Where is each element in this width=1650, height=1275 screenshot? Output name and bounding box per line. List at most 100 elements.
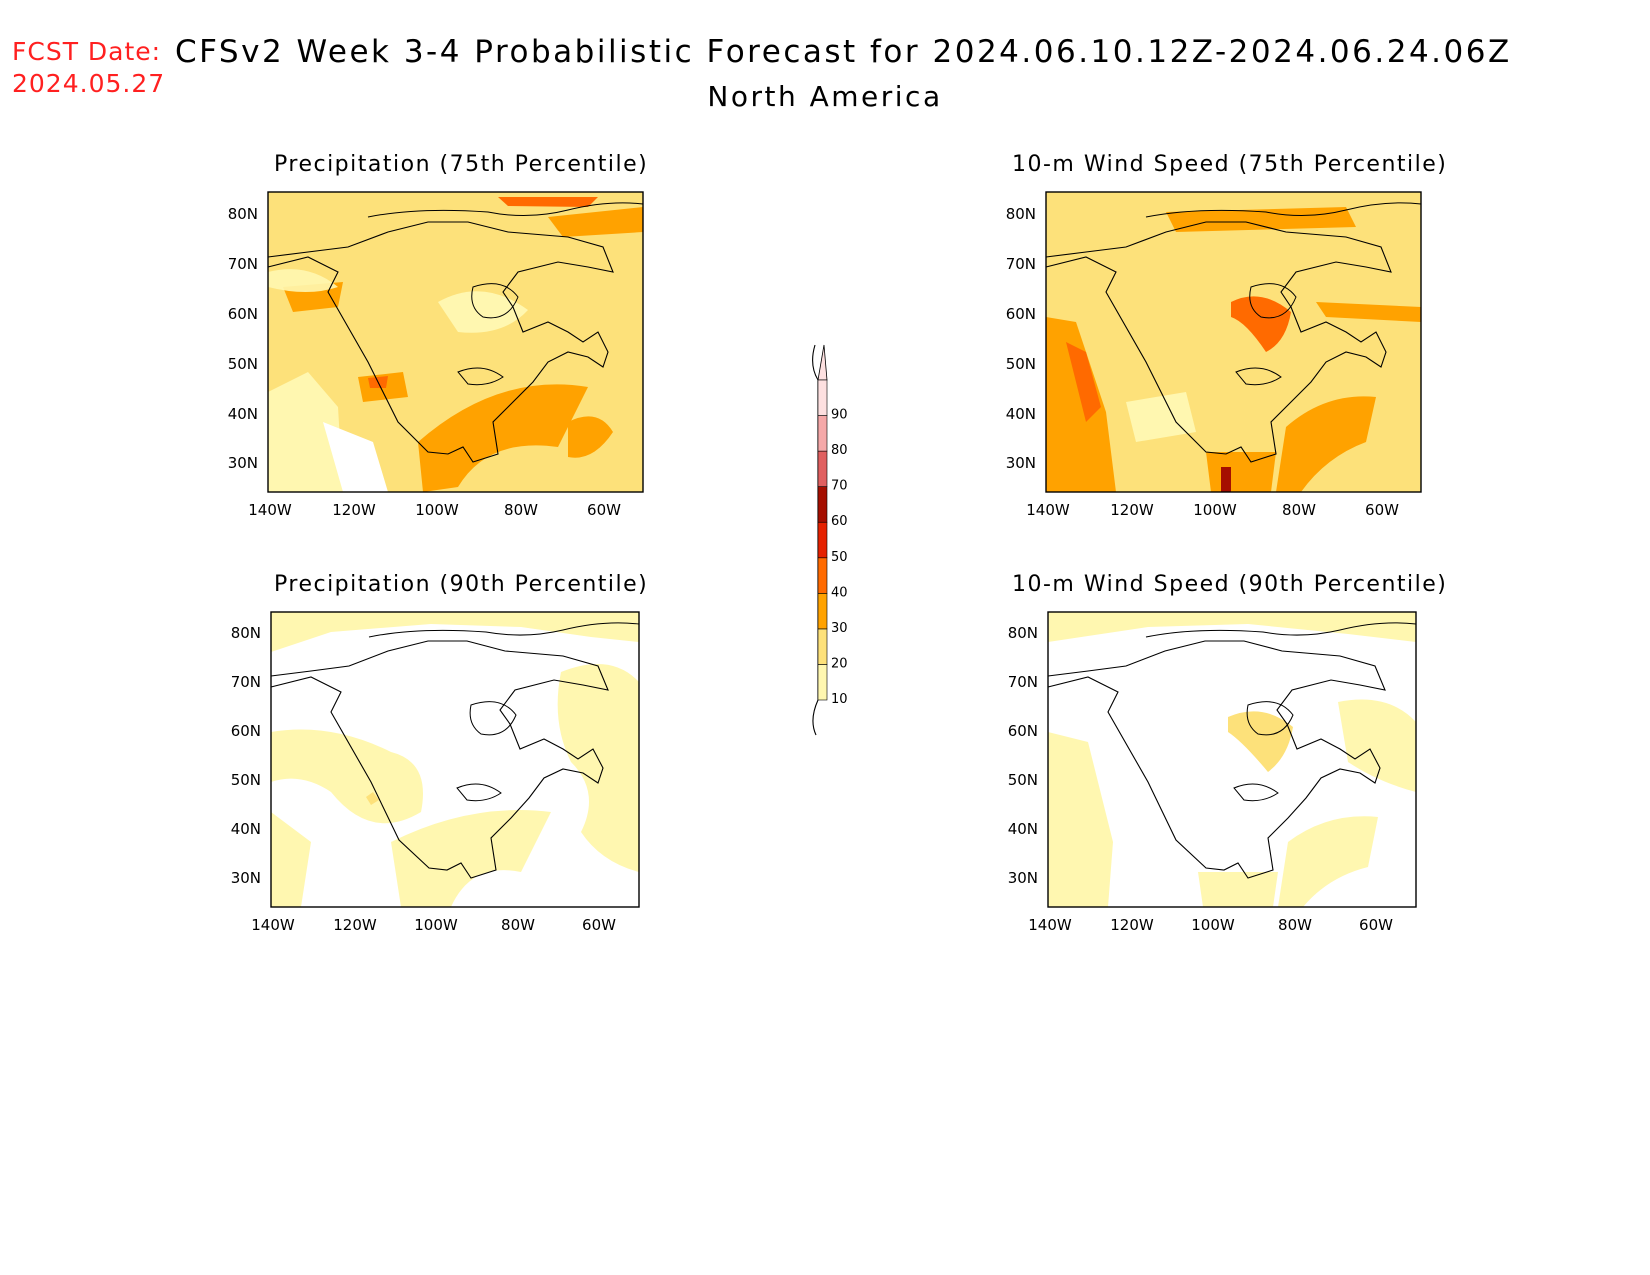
arctic-island-outline [1145, 622, 1417, 638]
colorbar-swatch [817, 593, 828, 630]
great-lakes-outline [456, 783, 502, 802]
contour-fill-low [268, 372, 343, 492]
panel-title-wind-75: 10-m Wind Speed (75th Percentile) [1012, 152, 1448, 177]
contour-fill-low [1048, 612, 1416, 642]
x-tick-label: 120W [1110, 501, 1154, 519]
y-tick-label: 40N [231, 820, 261, 838]
colorbar-labels: 10 20 30 40 50 60 70 80 90 [831, 408, 848, 707]
contour-fill-low [391, 810, 551, 907]
contour-fill-base [366, 792, 379, 805]
y-tick-label: 70N [1006, 255, 1036, 273]
y-tick-label: 60N [231, 722, 261, 740]
y-tick-label: 30N [1006, 454, 1036, 472]
forecast-date-label: FCST Date: [12, 37, 162, 66]
map-panel-wind-90: 80N 70N 60N 50N 40N 30N 140W 120W 100W 8… [1008, 611, 1417, 934]
x-tick-label: 140W [251, 916, 295, 934]
x-tick-label: 100W [1191, 916, 1235, 934]
y-tick-label: 70N [231, 673, 261, 691]
great-lakes-outline [457, 367, 504, 386]
colorbar-level-label: 50 [831, 550, 848, 565]
arctic-island-outline [367, 202, 644, 218]
map-panel-precip-75: 80N 70N 60N 50N 40N 30N 140W 120W 100W 8… [228, 191, 644, 519]
x-tick-label: 100W [414, 916, 458, 934]
hudson-bay-outline [1246, 701, 1294, 736]
contour-fill-mid [1316, 302, 1421, 322]
y-tick-label: 50N [1006, 355, 1036, 373]
arctic-island-outline [1145, 202, 1422, 218]
map-frame [267, 191, 644, 493]
contour-fill-low [271, 729, 423, 824]
contour-fill-none [323, 422, 388, 492]
colorbar-level-label: 90 [831, 408, 848, 423]
y-tick-label: 80N [228, 205, 258, 223]
contour-fill-low [438, 291, 528, 333]
y-tick-label: 60N [1006, 305, 1036, 323]
colorbar-swatch [817, 415, 828, 452]
x-tick-label: 80W [1278, 916, 1312, 934]
panel-title-precip-75: Precipitation (75th Percentile) [274, 152, 649, 177]
x-axis-labels: 140W 120W 100W 80W 60W [248, 501, 621, 519]
y-tick-label: 50N [231, 771, 261, 789]
x-axis-labels: 140W 120W 100W 80W 60W [1028, 916, 1393, 934]
y-tick-label: 70N [1008, 673, 1038, 691]
contour-fill-low [268, 269, 338, 292]
y-tick-label: 80N [1008, 624, 1038, 642]
contour-fill-low [1338, 699, 1416, 792]
contour-fill-base [1228, 711, 1293, 772]
panel-title-wind-90: 10-m Wind Speed (90th Percentile) [1012, 572, 1448, 597]
contour-fill-low [1048, 732, 1113, 907]
colorbar-swatch [817, 664, 828, 701]
x-tick-label: 120W [333, 916, 377, 934]
y-tick-label: 60N [1008, 722, 1038, 740]
colorbar-swatch [817, 557, 828, 594]
colorbar-level-label: 10 [831, 692, 848, 707]
contour-fill-mid [568, 416, 613, 458]
coastline [1047, 640, 1386, 879]
colorbar-swatch [817, 521, 828, 559]
contour-fill-mid [418, 384, 588, 492]
colorbar-arrow-top [817, 344, 828, 381]
contour-fill-low [1278, 816, 1378, 907]
y-tick-label: 50N [228, 355, 258, 373]
colorbar-level-label: 40 [831, 585, 848, 600]
x-axis-labels: 140W 120W 100W 80W 60W [1026, 501, 1399, 519]
y-axis-labels: 80N 70N 60N 50N 40N 30N [231, 624, 261, 887]
y-tick-label: 40N [1008, 820, 1038, 838]
colorbar-swatch [817, 379, 828, 416]
colorbar-level-label: 60 [831, 514, 848, 529]
map-panel-wind-75: 80N 70N 60N 50N 40N 30N 140W 120W 100W 8… [1006, 191, 1422, 519]
x-tick-label: 60W [587, 501, 621, 519]
contour-fill-mid [1276, 396, 1376, 492]
y-tick-label: 40N [1006, 405, 1036, 423]
x-tick-label: 100W [415, 501, 459, 519]
x-tick-label: 60W [1365, 501, 1399, 519]
contour-fill-max [1221, 467, 1231, 492]
x-tick-label: 140W [1026, 501, 1070, 519]
y-tick-label: 30N [231, 869, 261, 887]
x-tick-label: 80W [501, 916, 535, 934]
x-tick-label: 60W [582, 916, 616, 934]
map-frame [1045, 191, 1422, 493]
contour-fill-mid [1166, 207, 1356, 232]
hudson-bay-outline [469, 701, 517, 736]
contour-fill-high [1066, 342, 1101, 422]
colorbar-level-label: 20 [831, 656, 848, 671]
contour-fill-mid [1046, 317, 1116, 492]
y-tick-label: 80N [231, 624, 261, 642]
colorbar-level-label: 30 [831, 621, 848, 636]
y-axis-labels: 80N 70N 60N 50N 40N 30N [228, 205, 258, 472]
x-tick-label: 140W [248, 501, 292, 519]
y-tick-label: 80N [1006, 205, 1036, 223]
x-tick-label: 100W [1193, 501, 1237, 519]
y-tick-label: 40N [228, 405, 258, 423]
figure-title: CFSv2 Week 3-4 Probabilistic Forecast fo… [175, 34, 1512, 70]
forecast-date-block: FCST Date: 2024.05.27 [12, 36, 165, 100]
colorbar-swatch [817, 450, 828, 487]
great-lakes-outline [1233, 783, 1279, 802]
x-axis-labels: 140W 120W 100W 80W 60W [251, 916, 616, 934]
contour-fill-high [498, 197, 598, 207]
forecast-date-value: 2024.05.27 [12, 69, 166, 98]
x-tick-label: 120W [1110, 916, 1154, 934]
colorbar-swatches [817, 379, 828, 701]
contour-fill-low [271, 812, 311, 907]
